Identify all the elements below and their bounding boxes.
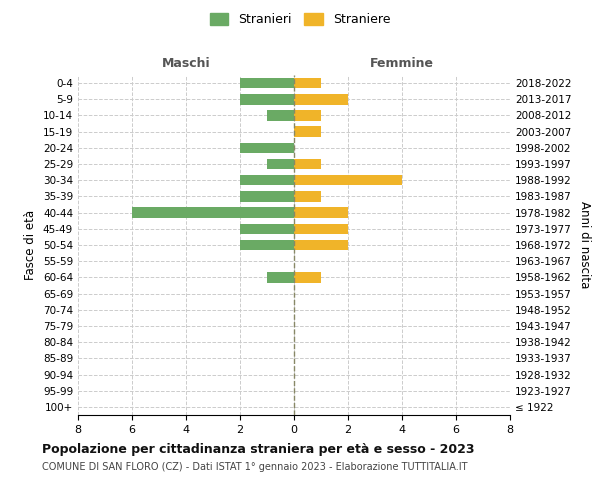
Bar — [240, 94, 294, 104]
Bar — [267, 272, 294, 282]
Text: Popolazione per cittadinanza straniera per età e sesso - 2023: Popolazione per cittadinanza straniera p… — [42, 442, 475, 456]
Bar — [294, 78, 321, 88]
Bar — [294, 191, 321, 202]
Bar — [240, 78, 294, 88]
Y-axis label: Anni di nascita: Anni di nascita — [578, 202, 591, 288]
Bar — [294, 240, 348, 250]
Bar — [267, 110, 294, 120]
Bar — [240, 191, 294, 202]
Bar — [294, 94, 348, 104]
Bar — [240, 175, 294, 186]
Y-axis label: Fasce di età: Fasce di età — [25, 210, 37, 280]
Bar — [240, 224, 294, 234]
Bar — [294, 224, 348, 234]
Bar — [240, 240, 294, 250]
Legend: Stranieri, Straniere: Stranieri, Straniere — [206, 8, 394, 30]
Bar — [267, 159, 294, 170]
Text: Maschi: Maschi — [161, 57, 211, 70]
Bar — [294, 272, 321, 282]
Bar — [294, 175, 402, 186]
Bar — [240, 142, 294, 153]
Text: COMUNE DI SAN FLORO (CZ) - Dati ISTAT 1° gennaio 2023 - Elaborazione TUTTITALIA.: COMUNE DI SAN FLORO (CZ) - Dati ISTAT 1°… — [42, 462, 467, 472]
Bar — [294, 159, 321, 170]
Bar — [294, 110, 321, 120]
Text: Femmine: Femmine — [370, 57, 434, 70]
Bar — [294, 126, 321, 137]
Bar — [132, 208, 294, 218]
Bar — [294, 208, 348, 218]
